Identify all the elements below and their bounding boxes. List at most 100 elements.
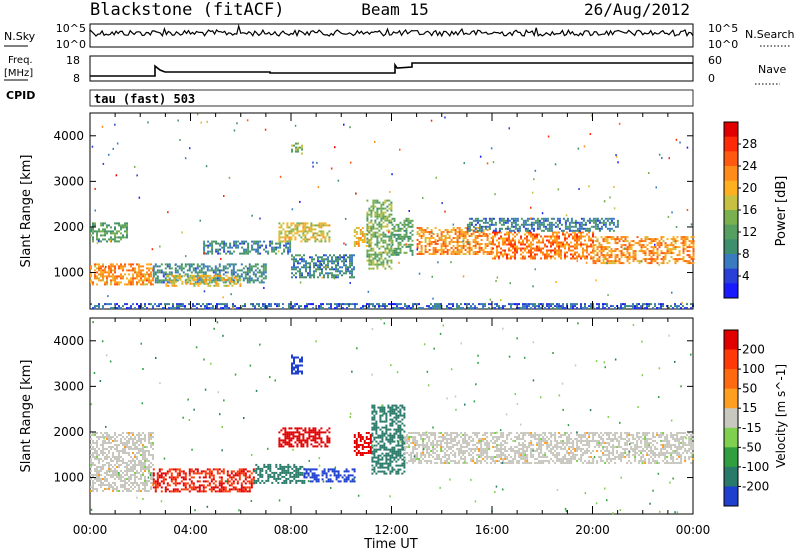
data-cell: [397, 237, 400, 240]
data-cell: [132, 448, 134, 450]
data-point: [398, 261, 400, 264]
data-cell: [403, 235, 406, 238]
data-cell: [676, 246, 679, 249]
data-cell: [397, 253, 400, 256]
data-cell: [494, 223, 497, 226]
data-cell: [524, 237, 526, 240]
data-cell: [271, 250, 274, 253]
data-cell: [500, 231, 502, 234]
data-cell: [508, 303, 510, 306]
data-cell: [333, 474, 336, 477]
data-cell: [436, 249, 439, 251]
data-cell: [180, 303, 182, 306]
data-cell: [185, 280, 188, 283]
data-cell: [648, 305, 650, 308]
data-cell: [562, 233, 564, 236]
data-cell: [411, 251, 414, 254]
data-cell: [492, 243, 494, 246]
data-cell: [234, 271, 237, 274]
data-cell: [516, 245, 518, 248]
data-cell: [554, 241, 556, 244]
data-cell: [126, 232, 128, 235]
data-cell: [238, 490, 241, 493]
data-cell: [390, 241, 393, 244]
data-cell: [616, 223, 619, 226]
data-cell: [650, 252, 653, 255]
data-point: [508, 127, 510, 130]
data-cell: [202, 470, 205, 473]
data-cell: [530, 223, 533, 226]
data-cell: [278, 230, 281, 233]
data-cell: [233, 242, 236, 245]
data-cell: [349, 276, 351, 279]
data-cell: [390, 261, 393, 264]
data-cell: [347, 266, 349, 269]
data-cell: [193, 274, 196, 277]
data-cell: [584, 257, 586, 260]
data-cell: [357, 227, 360, 229]
data-cell: [232, 474, 235, 477]
data-cell: [462, 253, 465, 255]
data-cell: [542, 217, 545, 220]
data-cell: [341, 266, 343, 269]
data-cell: [360, 307, 362, 310]
data-cell: [486, 239, 489, 241]
data-cell: [548, 249, 550, 252]
data-cell: [138, 478, 140, 480]
data-cell: [317, 478, 320, 481]
data-cell: [214, 480, 217, 483]
data-cell: [351, 270, 353, 273]
data-cell: [126, 303, 128, 306]
data-cell: [424, 239, 427, 241]
data-cell: [606, 303, 608, 306]
data-point: [179, 139, 181, 141]
data-cell: [238, 474, 241, 477]
data-cell: [303, 474, 306, 477]
data-cell: [287, 471, 290, 474]
data-cell: [674, 240, 677, 243]
data-cell: [536, 249, 538, 252]
data-cell: [267, 477, 270, 480]
data-cell: [662, 258, 665, 261]
data-cell: [564, 225, 567, 228]
data-cell: [335, 258, 337, 261]
data-cell: [303, 264, 305, 267]
data-cell: [636, 260, 639, 263]
data-cell: [380, 215, 383, 218]
data-cell: [112, 466, 114, 468]
data-cell: [428, 239, 431, 241]
data-cell: [594, 219, 597, 222]
y-tick-label: 1000: [53, 266, 84, 280]
data-cell: [454, 231, 457, 233]
data-cell: [148, 464, 150, 466]
data-cell: [508, 235, 510, 238]
data-cell: [194, 486, 197, 489]
data-cell: [299, 467, 302, 470]
data-cell: [205, 280, 208, 283]
data-cell: [397, 245, 400, 248]
data-cell: [244, 265, 247, 268]
data-cell: [444, 245, 447, 247]
data-cell: [346, 303, 348, 306]
data-cell: [478, 219, 481, 222]
data-cell: [674, 262, 677, 265]
data-point: [136, 174, 138, 177]
data-point: [97, 240, 100, 242]
data-cell: [132, 277, 134, 280]
data-cell: [351, 264, 353, 267]
data-cell: [108, 275, 110, 278]
data-point: [184, 157, 187, 160]
data-cell: [534, 257, 536, 260]
data-cell: [347, 256, 349, 259]
data-cell: [305, 262, 307, 265]
data-cell: [295, 475, 298, 478]
data-cell: [370, 261, 373, 264]
data-cell: [154, 281, 157, 284]
data-cell: [102, 464, 104, 466]
data-cell: [370, 229, 373, 232]
data-cell: [269, 463, 272, 466]
data-cell: [261, 473, 264, 476]
data-cell: [564, 243, 566, 246]
data-cell: [354, 303, 356, 306]
data-cell: [273, 471, 276, 474]
